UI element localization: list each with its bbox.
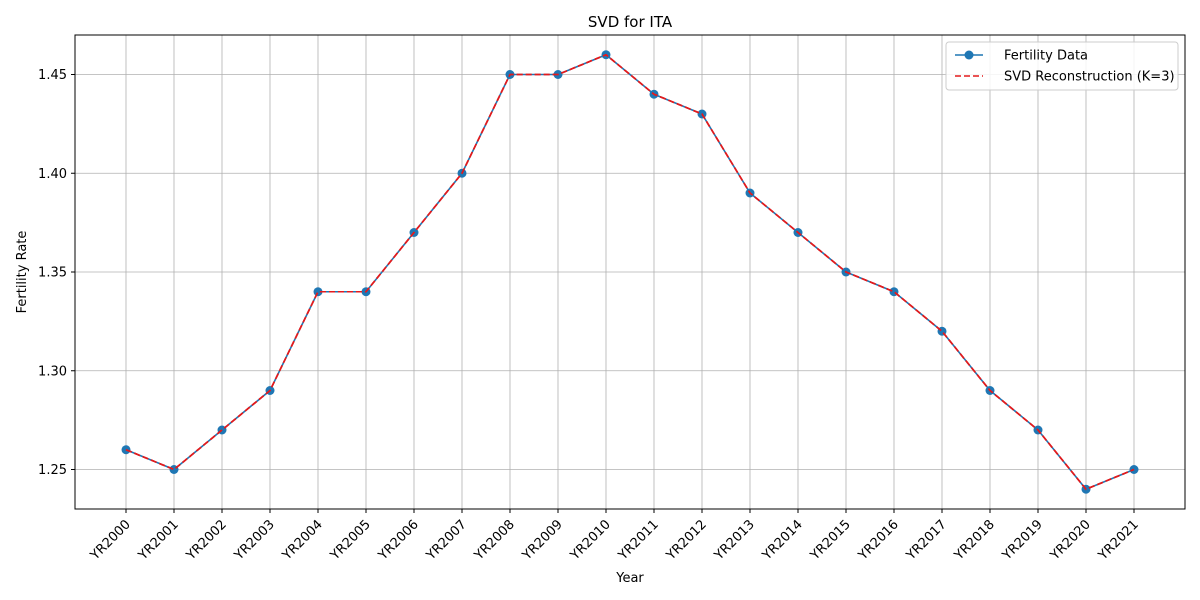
x-tick-label: YR2003 bbox=[231, 517, 278, 564]
legend-marker bbox=[964, 50, 974, 60]
x-tick-label: YR2017 bbox=[903, 517, 950, 564]
data-point bbox=[313, 287, 323, 297]
x-tick-label: YR2015 bbox=[807, 517, 854, 564]
x-tick-label: YR2021 bbox=[1095, 517, 1142, 564]
x-tick-label: YR2014 bbox=[759, 517, 806, 564]
legend-label: SVD Reconstruction (K=3) bbox=[1004, 70, 1175, 85]
x-tick-label: YR2009 bbox=[519, 517, 566, 564]
x-tick-label: YR2007 bbox=[423, 517, 470, 564]
x-tick-label: YR2004 bbox=[279, 517, 326, 564]
x-axis-title: Year bbox=[615, 571, 644, 586]
legend-label: Fertility Data bbox=[1004, 49, 1088, 64]
y-axis-title: Fertility Rate bbox=[15, 231, 30, 314]
x-tick-label: YR2020 bbox=[1047, 517, 1094, 564]
series-layer bbox=[121, 50, 1139, 494]
x-tick-label: YR2012 bbox=[663, 517, 710, 564]
grid bbox=[75, 35, 1185, 509]
legend-box bbox=[945, 41, 1179, 91]
y-tick-label: 1.40 bbox=[38, 167, 67, 182]
x-ticks: YR2000 YR2001 YR2002 YR2003 YR2004 YR2005 YR20… bbox=[87, 509, 1142, 564]
x-tick-label: YR2018 bbox=[951, 517, 998, 564]
x-tick-label: YR2001 bbox=[135, 517, 182, 564]
x-tick-label: YR2016 bbox=[855, 517, 902, 564]
y-tick-label: 1.25 bbox=[38, 463, 67, 478]
x-tick-label: YR2019 bbox=[999, 517, 1046, 564]
chart-title: SVD for ITA bbox=[588, 13, 673, 31]
x-tick-label: YR2000 bbox=[87, 517, 134, 564]
y-ticks: 1.25 1.30 1.35 1.40 1.45 bbox=[38, 68, 75, 478]
legend: Fertility Data SVD Reconstruction (K=3) bbox=[945, 41, 1179, 91]
series-line-overlay bbox=[125, 53, 1135, 491]
x-tick-label: YR2013 bbox=[711, 517, 758, 564]
x-tick-label: YR2002 bbox=[183, 517, 230, 564]
y-tick-label: 1.45 bbox=[38, 68, 67, 83]
x-tick-label: YR2011 bbox=[615, 517, 662, 564]
y-tick-label: 1.35 bbox=[38, 266, 67, 281]
y-tick-label: 1.30 bbox=[38, 364, 67, 379]
x-tick-label: YR2005 bbox=[327, 517, 374, 564]
x-tick-label: YR2010 bbox=[567, 517, 614, 564]
x-tick-label: YR2006 bbox=[375, 517, 422, 564]
x-tick-label: YR2008 bbox=[471, 517, 518, 564]
